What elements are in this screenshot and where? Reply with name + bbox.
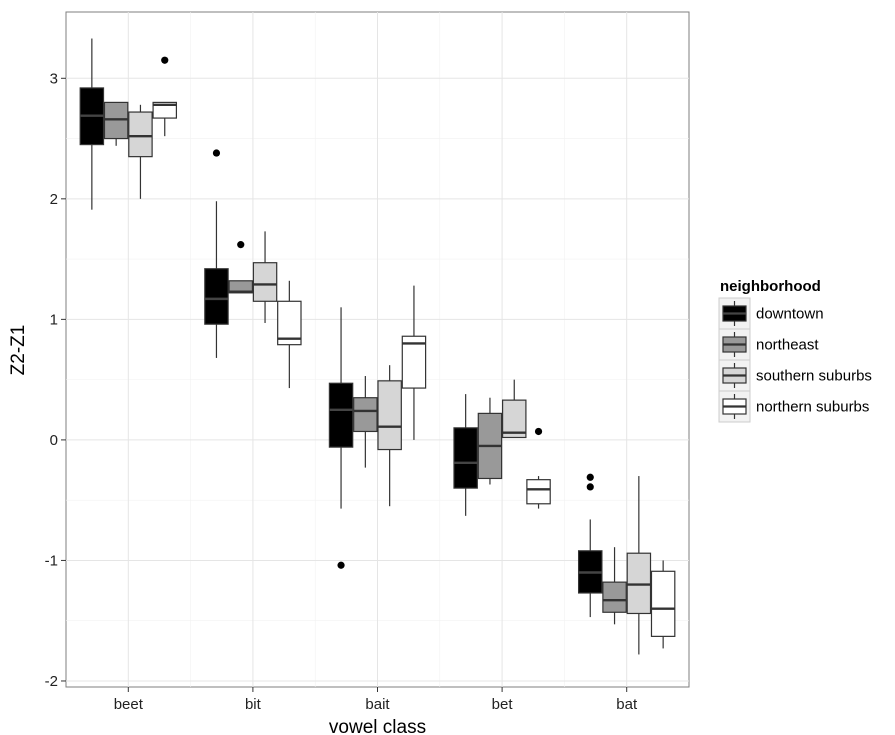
box-body: [602, 581, 627, 613]
box-body: [228, 280, 254, 294]
legend-label: southern suburbs: [756, 368, 872, 385]
x-tick-label: bait: [365, 696, 390, 713]
box-outlier: [534, 427, 543, 436]
box-outlier: [237, 241, 245, 249]
box-body: [501, 399, 527, 439]
legend-label: northern suburbs: [756, 399, 869, 416]
box-body: [453, 427, 478, 489]
box-body: [353, 397, 378, 433]
x-tick-label: beet: [114, 696, 144, 713]
box-body: [252, 262, 278, 302]
box-body: [204, 268, 229, 325]
boxes-layer: [79, 38, 676, 655]
y-tick-label: 2: [50, 191, 58, 208]
axes-layer: -2 -1 0 1 2 3 beet bit bait bet bat: [45, 70, 638, 713]
y-tick-label: -2: [45, 673, 58, 690]
box-body: [650, 570, 676, 637]
box-body: [377, 380, 402, 451]
gridlines: [66, 12, 689, 687]
box-outlier: [212, 149, 221, 157]
box-body: [526, 479, 551, 505]
legend-title: neighborhood: [720, 278, 821, 295]
legend: neighborhood downtown northeast southern s…: [718, 278, 872, 423]
legend-label: northeast: [756, 337, 819, 354]
y-tick-label: 0: [50, 432, 58, 449]
y-axis-title: Z2-Z1: [8, 325, 29, 376]
box-outlier: [586, 483, 594, 491]
box-outlier: [161, 56, 169, 64]
box-outlier: [586, 473, 594, 481]
box-body: [626, 552, 652, 615]
box-body: [152, 101, 178, 119]
box-body: [128, 111, 153, 158]
box-body: [277, 300, 302, 346]
legend-label: downtown: [756, 306, 824, 323]
x-tick-label: bat: [616, 696, 638, 713]
box-body: [401, 335, 427, 389]
y-tick-label: 1: [50, 311, 58, 328]
box-body: [328, 382, 354, 448]
y-tick-label: 3: [50, 70, 58, 87]
x-tick-label: bit: [245, 696, 262, 713]
x-axis-title: vowel class: [329, 717, 426, 735]
x-tick-label: bet: [492, 696, 514, 713]
box-outlier: [337, 561, 345, 569]
box-body: [103, 101, 129, 140]
y-tick-label: -1: [45, 552, 58, 569]
